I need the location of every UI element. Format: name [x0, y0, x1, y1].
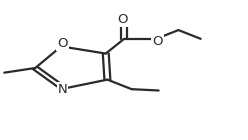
Text: N: N: [58, 83, 67, 96]
Text: O: O: [118, 13, 128, 26]
Text: O: O: [57, 37, 68, 50]
Text: O: O: [152, 35, 163, 48]
